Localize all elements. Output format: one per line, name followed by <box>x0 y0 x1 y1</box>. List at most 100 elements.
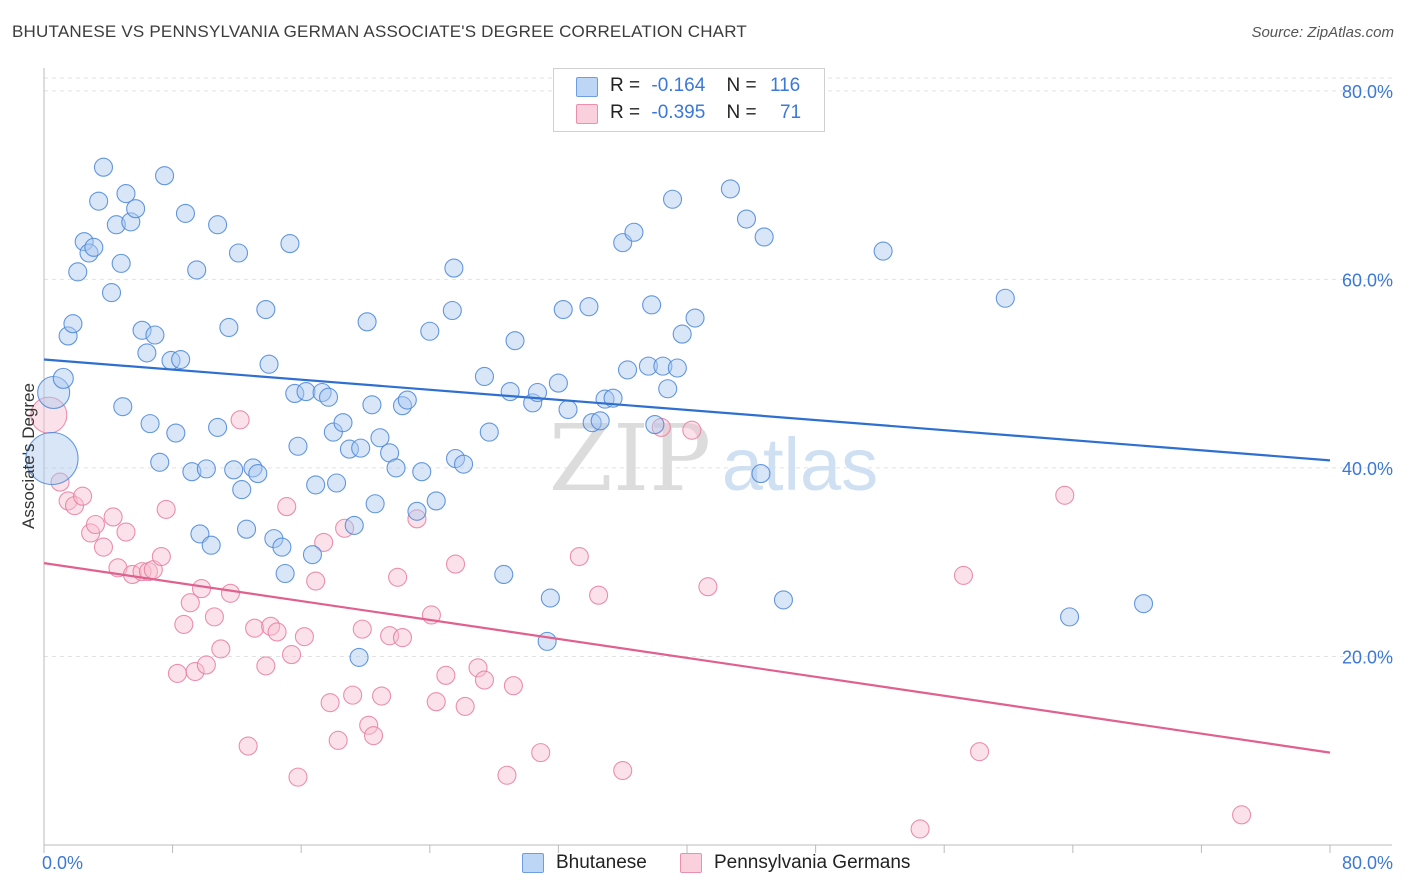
pennsylvania-germans-point <box>320 693 340 713</box>
bhutanese-point <box>116 184 136 204</box>
pennsylvania-germans-point <box>455 696 475 716</box>
pennsylvania-germans-point <box>116 522 136 542</box>
pennsylvania-germans-point <box>531 743 551 763</box>
bhutanese-point <box>327 473 347 493</box>
watermark: ZIP atlas <box>549 405 878 512</box>
bhutanese-point <box>171 349 191 370</box>
bhutanese-point <box>397 390 417 410</box>
bhutanese-trend-line <box>43 358 1331 462</box>
pennsylvania-germans-point <box>569 546 589 567</box>
correlation-legend: R = -0.164 N = 116 R = -0.395 N = 71 <box>553 68 825 132</box>
bhutanese-point <box>351 438 371 458</box>
pennsylvania-germans-point <box>245 618 265 638</box>
pennsylvania-germans-point <box>474 670 495 690</box>
bhutanese-point <box>296 382 316 402</box>
legend-swatch-pink <box>680 853 702 873</box>
pennsylvania-germans-point <box>50 472 70 492</box>
legend-text: R = -0.164 N = 116 <box>610 75 800 97</box>
bhutanese-point <box>63 314 83 334</box>
bhutanese-point <box>137 343 157 363</box>
bhutanese-point <box>540 588 560 608</box>
bhutanese-point <box>145 325 165 345</box>
bhutanese-point <box>58 326 78 346</box>
pennsylvania-germans-point <box>288 767 308 787</box>
bhutanese-point <box>426 491 446 511</box>
pennsylvania-germans-point <box>238 736 258 756</box>
x-tick-label: 0.0% <box>42 853 83 873</box>
bhutanese-point <box>579 297 599 317</box>
r-value: -0.164 <box>651 75 706 96</box>
bhutanese-point <box>306 475 326 495</box>
pennsylvania-germans-point <box>426 692 446 712</box>
bhutanese-point <box>754 227 774 247</box>
bhutanese-point <box>175 203 196 223</box>
bhutanese-point <box>25 431 79 486</box>
pennsylvania-germans-point <box>613 760 633 781</box>
bhutanese-point <box>638 356 658 376</box>
pennsylvania-germans-point <box>503 676 523 696</box>
bhutanese-point <box>1133 594 1154 614</box>
bhutanese-point <box>232 480 252 500</box>
pennsylvania-germans-point <box>93 537 114 557</box>
tick-labels: 20.0% 40.0% 60.0% 80.0% 0.0% 80.0% <box>42 82 1393 873</box>
bhutanese-point <box>474 366 495 387</box>
bhutanese-point <box>454 454 474 474</box>
pennsylvania-germans-point <box>445 554 466 574</box>
bhutanese-point <box>662 189 683 209</box>
pennsylvania-germans-point <box>211 639 231 659</box>
pennsylvania-germans-point <box>1055 485 1075 505</box>
pennsylvania-germans-point <box>220 583 241 603</box>
bhutanese-point <box>272 537 292 557</box>
bhutanese-point <box>201 535 221 555</box>
pennsylvania-germans-point <box>103 507 123 527</box>
bhutanese-point <box>196 459 216 479</box>
bhutanese-point <box>590 411 610 431</box>
pennsylvania-germans-trend-line <box>43 562 1331 754</box>
bhutanese-point <box>685 308 705 328</box>
pennsylvania-germans-point <box>73 486 93 506</box>
watermark-zip: ZIP <box>549 405 711 512</box>
pennsylvania-germans-point <box>174 614 194 634</box>
bhutanese-point <box>182 462 202 482</box>
n-label: N = <box>726 75 757 96</box>
legend-swatch-blue <box>576 77 598 97</box>
bhutanese-point <box>224 460 244 480</box>
bhutanese-point <box>658 379 678 399</box>
bhutanese-point <box>553 300 573 320</box>
bhutanese-point <box>444 258 464 278</box>
pennsylvania-germans-point <box>282 645 302 665</box>
axes <box>43 68 1392 853</box>
bhutanese-point <box>288 436 308 456</box>
bhutanese-point <box>318 387 339 407</box>
pennsylvania-germans-point <box>363 726 384 746</box>
bhutanese-point <box>150 452 170 472</box>
bhutanese-point <box>720 179 740 199</box>
bhutanese-point <box>386 458 406 478</box>
bhutanese-point <box>219 317 239 338</box>
pennsylvania-germans-point <box>352 619 372 639</box>
bhutanese-point <box>155 166 175 186</box>
x-tick-label: 80.0% <box>1342 853 1393 873</box>
pennsylvania-germans-point <box>682 420 702 440</box>
bhutanese-point <box>236 519 257 539</box>
bhutanese-point <box>672 324 692 344</box>
bhutanese-point <box>93 157 114 177</box>
pennsylvania-germans-point <box>436 665 456 685</box>
bhutanese-point <box>190 524 210 544</box>
bhutanese-point <box>259 354 279 374</box>
bhutanese-point <box>479 422 499 442</box>
series-bhutanese <box>25 157 1154 667</box>
pennsylvania-germans-point <box>372 686 392 706</box>
pennsylvania-germans-point <box>328 730 348 750</box>
legend-text: R = -0.395 N = 71 <box>610 102 801 124</box>
bhutanese-point <box>349 647 369 667</box>
bhutanese-point <box>642 295 662 315</box>
bhutanese-point <box>344 515 364 535</box>
bhutanese-point <box>208 215 228 235</box>
pennsylvania-germans-point <box>196 655 216 675</box>
watermark-atlas: atlas <box>722 423 878 506</box>
pennsylvania-germans-point <box>589 585 609 605</box>
bhutanese-point <box>873 241 893 261</box>
pennsylvania-germans-point <box>267 622 287 642</box>
bhutanese-point <box>736 209 757 229</box>
